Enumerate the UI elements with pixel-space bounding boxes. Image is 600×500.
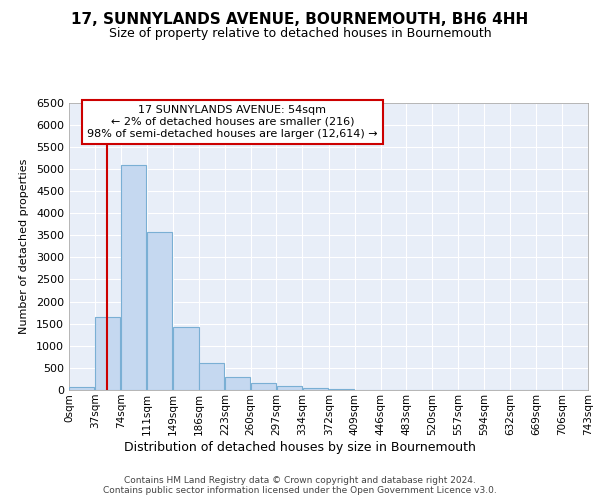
Text: 17 SUNNYLANDS AVENUE: 54sqm
← 2% of detached houses are smaller (216)
98% of sem: 17 SUNNYLANDS AVENUE: 54sqm ← 2% of deta… [87,106,378,138]
Text: Distribution of detached houses by size in Bournemouth: Distribution of detached houses by size … [124,441,476,454]
Bar [277,386,302,390]
Bar [329,389,355,390]
Text: Contains HM Land Registry data © Crown copyright and database right 2024.
Contai: Contains HM Land Registry data © Crown c… [103,476,497,495]
Bar [302,388,328,390]
Y-axis label: Number of detached properties: Number of detached properties [19,158,29,334]
Bar [121,166,146,390]
Bar [95,317,121,390]
Bar [147,232,172,390]
Text: Size of property relative to detached houses in Bournemouth: Size of property relative to detached ho… [109,28,491,40]
Bar [70,387,94,390]
Bar [199,362,224,390]
Bar [251,384,276,390]
Bar [173,327,199,390]
Text: 17, SUNNYLANDS AVENUE, BOURNEMOUTH, BH6 4HH: 17, SUNNYLANDS AVENUE, BOURNEMOUTH, BH6 … [71,12,529,28]
Bar [225,376,250,390]
